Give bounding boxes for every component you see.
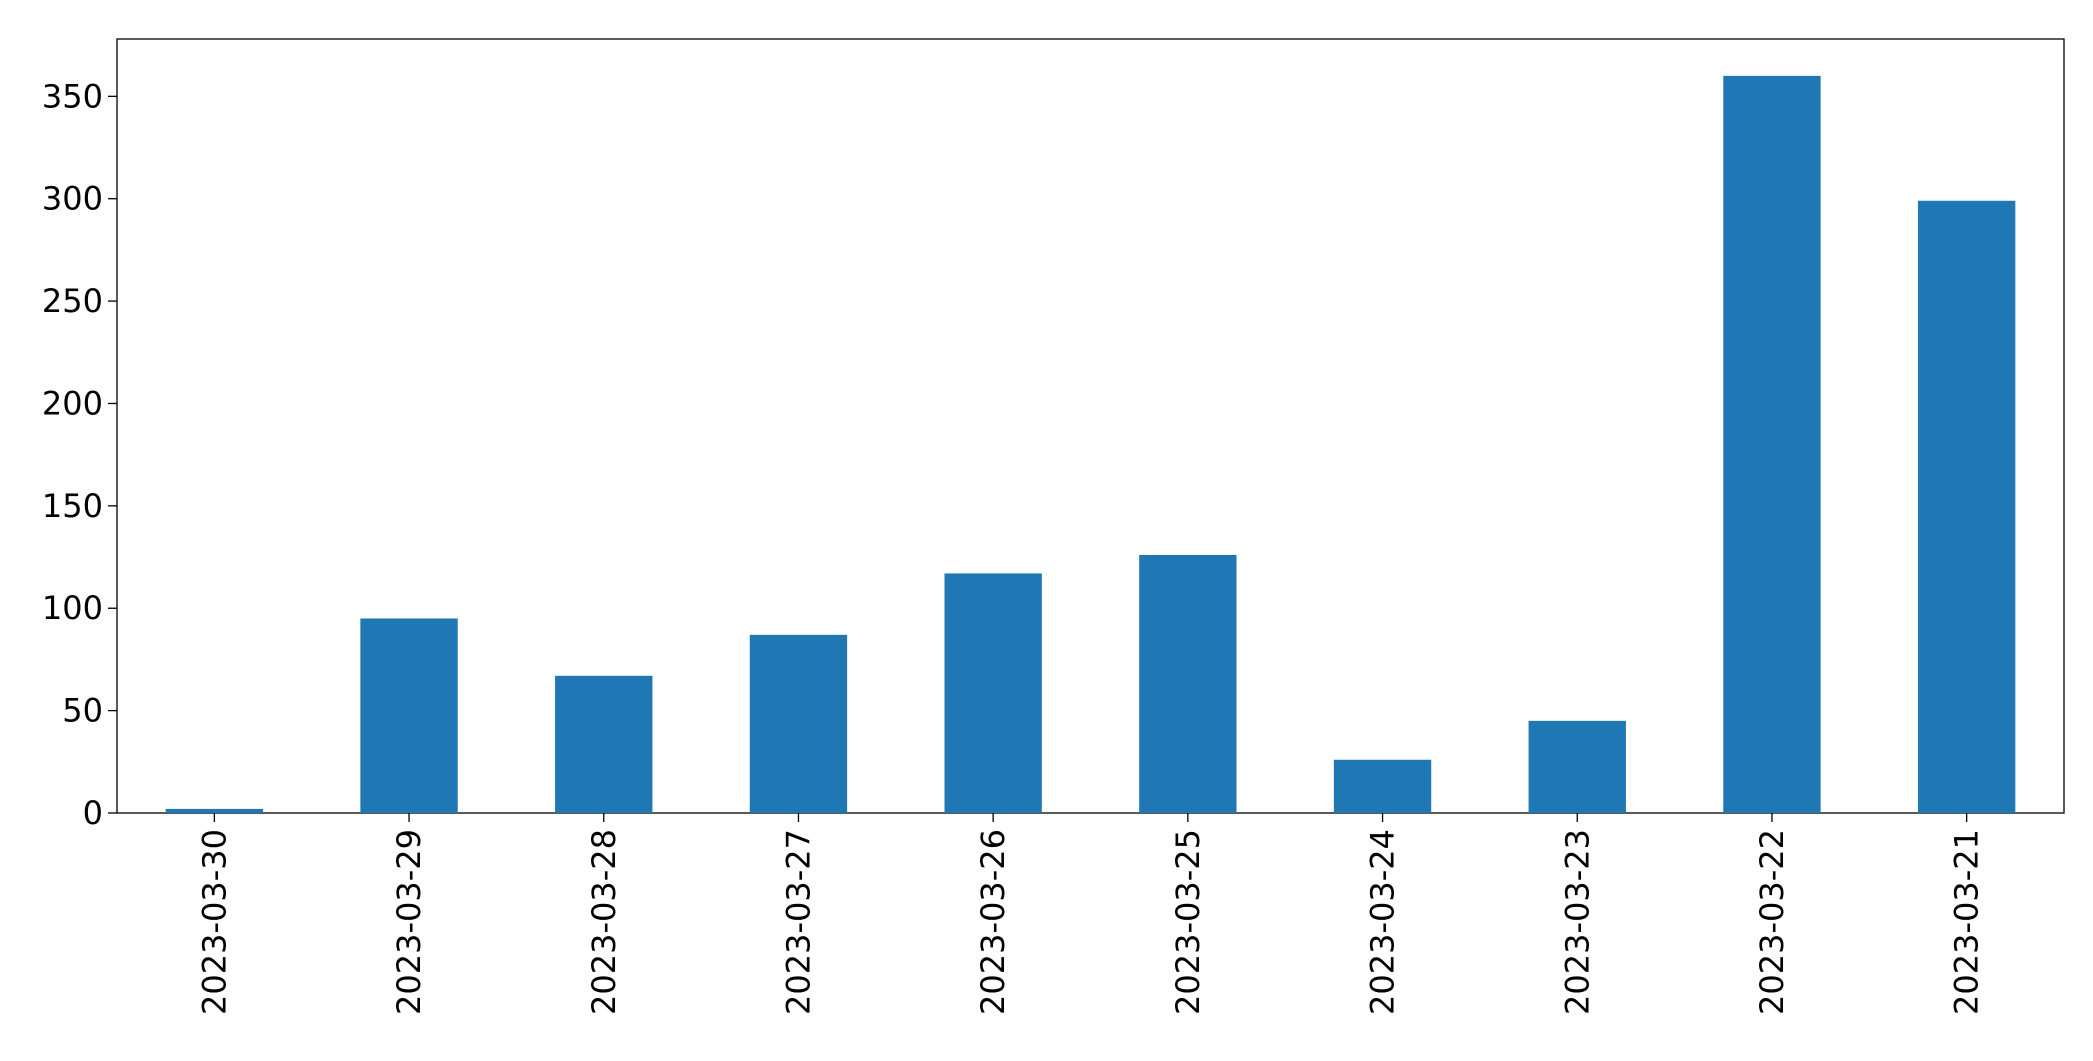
y-tick-label: 200 — [42, 384, 103, 422]
x-tick-label: 2023-03-29 — [390, 829, 428, 1015]
bar — [1333, 759, 1432, 813]
plot-frame — [116, 38, 2065, 814]
x-tick-label: 2023-03-30 — [195, 829, 233, 1015]
bar — [749, 634, 848, 813]
bar — [555, 675, 653, 813]
x-tick-label: 2023-03-28 — [585, 829, 623, 1015]
x-tick-label: 2023-03-24 — [1364, 829, 1402, 1015]
bar — [1723, 75, 1821, 814]
y-tick-label: 150 — [42, 487, 103, 525]
x-tick-label: 2023-03-23 — [1558, 829, 1596, 1015]
y-tick-label: 300 — [42, 180, 103, 218]
y-tick-label: 350 — [42, 77, 103, 115]
x-tick-label: 2023-03-27 — [779, 829, 817, 1015]
x-tick-label: 2023-03-25 — [1169, 829, 1207, 1015]
y-tick-label: 0 — [83, 794, 103, 832]
x-tick-label: 2023-03-22 — [1753, 829, 1791, 1015]
y-tick-label: 100 — [42, 589, 103, 627]
bar — [1139, 555, 1237, 813]
x-tick-label: 2023-03-21 — [1948, 829, 1986, 1015]
bar — [944, 573, 1042, 813]
y-tick-label: 50 — [62, 692, 103, 730]
y-tick-label: 250 — [42, 282, 103, 320]
x-tick-label: 2023-03-26 — [974, 829, 1012, 1015]
bar — [360, 618, 458, 813]
bar — [165, 808, 264, 813]
bar — [1528, 720, 1626, 813]
bar — [1917, 200, 2016, 813]
